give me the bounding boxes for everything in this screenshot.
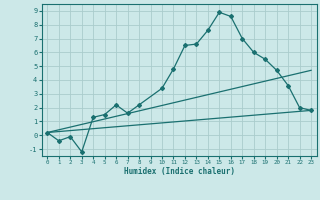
X-axis label: Humidex (Indice chaleur): Humidex (Indice chaleur): [124, 167, 235, 176]
